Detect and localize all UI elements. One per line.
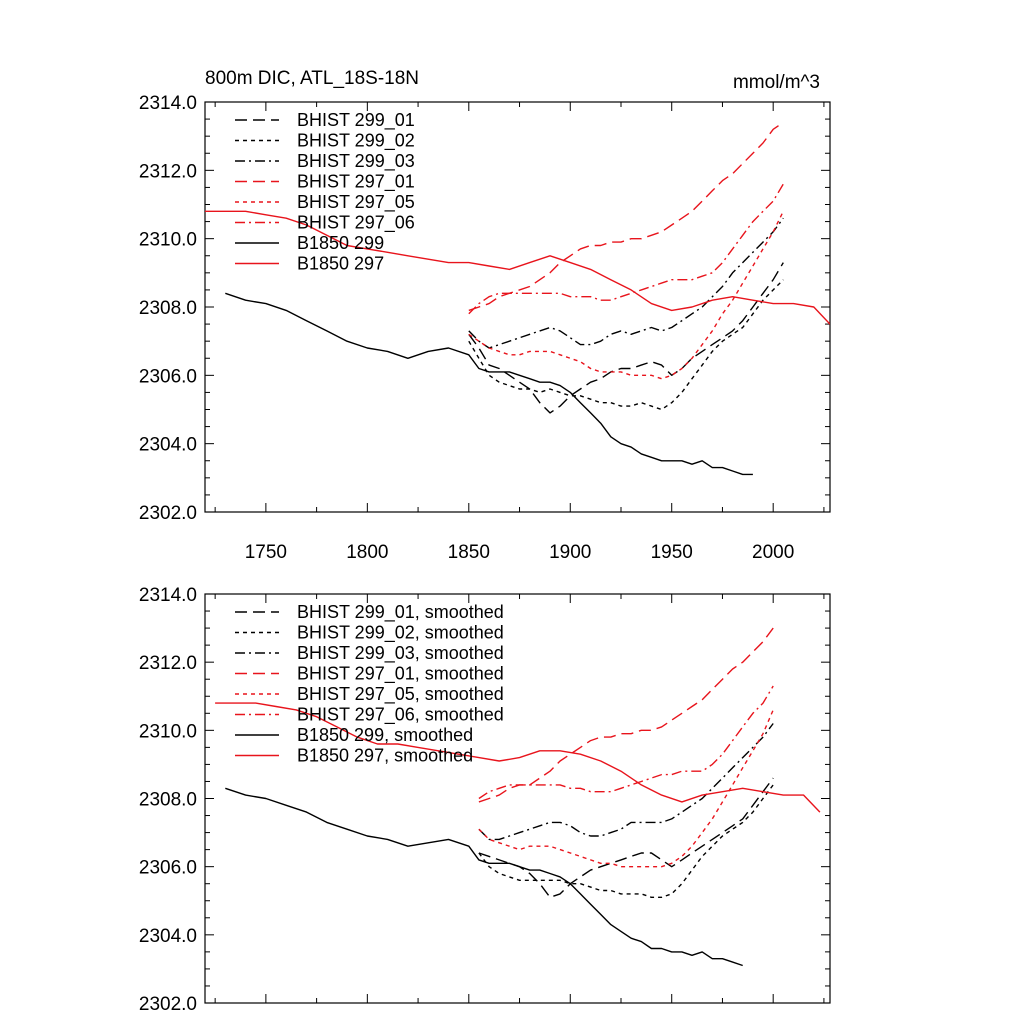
legend-label: BHIST 297_06 (297, 213, 415, 234)
x-tick-label: 1750 (245, 542, 287, 563)
legend-label: B1850 297 (297, 254, 384, 274)
y-tick-label: 2308.0 (139, 298, 197, 319)
y-tick-label: 2306.0 (139, 366, 197, 387)
legend-label: BHIST 297_05 (297, 192, 415, 213)
x-tick-label: 1800 (346, 542, 388, 563)
legend-label: BHIST 297_01, smoothed (297, 664, 504, 685)
x-tick-label: 1900 (549, 542, 591, 563)
panel-1-units: mmol/m^3 (733, 72, 820, 93)
series-line-7 (205, 210, 830, 325)
series-line-6 (225, 787, 743, 967)
y-tick-label: 2302.0 (139, 503, 197, 524)
legend-label: BHIST 297_01 (297, 172, 415, 193)
y-tick-label: 2306.0 (139, 858, 197, 879)
series-line-7 (215, 702, 821, 813)
y-tick-label: 2302.0 (139, 994, 197, 1015)
chart-panel-bottom: 2302.0 2304.0 2306.0 2308.0 2310.0 2312.0 2314… (139, 585, 831, 1015)
y-tick-label: 2312.0 (139, 161, 197, 182)
x-tick-label: 1850 (448, 542, 490, 563)
y-tick-label: 2314.0 (139, 93, 197, 114)
legend-label: BHIST 297_06, smoothed (297, 705, 504, 726)
y-tick-label: 2314.0 (139, 585, 197, 606)
series-line-5 (478, 685, 774, 800)
legend-label: BHIST 299_02 (297, 131, 415, 152)
y-tick-label: 2304.0 (139, 435, 197, 456)
series-line-1 (468, 279, 784, 411)
series-line-2 (468, 217, 784, 349)
series-line-0 (478, 777, 774, 898)
legend-label: BHIST 299_03, smoothed (297, 643, 504, 664)
legend-label: BHIST 297_05, smoothed (297, 684, 504, 705)
series-line-3 (468, 121, 784, 312)
legend-label: B1850 297, smoothed (297, 746, 473, 766)
y-tick-label: 2312.0 (139, 653, 197, 674)
x-tick-label: 1950 (651, 542, 693, 563)
series-line-6 (225, 292, 753, 476)
series-line-1 (478, 784, 774, 898)
series-group (215, 627, 821, 967)
series-line-0 (468, 262, 784, 414)
y-tick-label: 2310.0 (139, 721, 197, 742)
y-tick-label: 2304.0 (139, 926, 197, 947)
y-tick-label: 2310.0 (139, 230, 197, 251)
series-line-4 (468, 210, 784, 380)
series-line-2 (478, 723, 774, 841)
legend-label: BHIST 299_02, smoothed (297, 623, 504, 644)
legend-label: BHIST 299_01 (297, 110, 415, 131)
series-line-5 (468, 183, 784, 315)
chart-panel-top: 1750 1800 1850 1900 1950 2000 2302.0 2304.0 2306… (139, 93, 831, 563)
series-group (205, 121, 830, 476)
legend-label: B1850 299, smoothed (297, 725, 473, 745)
series-line-3 (478, 627, 774, 803)
x-tick-label: 2000 (752, 542, 794, 563)
panel-1-title: 800m DIC, ATL_18S-18N (205, 68, 419, 89)
y-tick-label: 2308.0 (139, 790, 197, 811)
legend-label: BHIST 299_01, smoothed (297, 602, 504, 623)
legend-label: BHIST 299_03 (297, 151, 415, 172)
legend-label: B1850 299 (297, 233, 384, 253)
